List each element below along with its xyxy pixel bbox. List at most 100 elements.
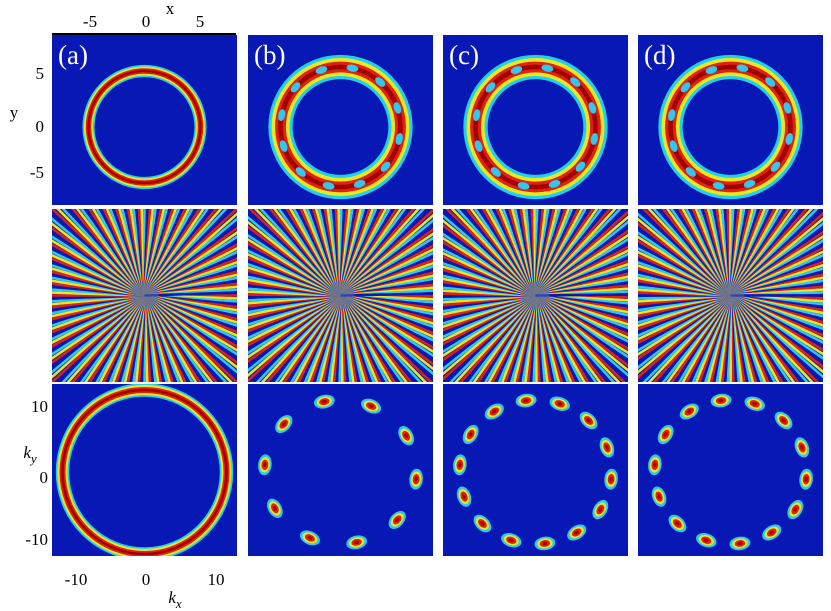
density-blob — [598, 507, 603, 512]
ky-label-main: k — [23, 443, 31, 462]
vortex — [322, 182, 335, 190]
density-blob — [804, 476, 808, 482]
density-blob — [458, 462, 462, 468]
panel-image — [638, 35, 823, 205]
vortex — [680, 82, 691, 93]
vortex — [785, 132, 793, 145]
vortex — [353, 180, 366, 188]
top-axis-label: x — [166, 0, 175, 18]
vortex — [485, 82, 496, 93]
vortex — [705, 66, 718, 74]
density-blob — [395, 517, 400, 523]
panel-image — [248, 209, 433, 382]
panel-image — [248, 35, 433, 205]
density-blob — [354, 540, 360, 544]
ring-band — [87, 69, 202, 185]
vortex — [765, 77, 776, 87]
vortex — [570, 77, 581, 87]
vortex — [279, 140, 288, 152]
density-blob — [263, 462, 267, 468]
tick-label: 5 — [196, 12, 205, 31]
panel-label: (b) — [254, 40, 285, 70]
tick-label: 0 — [142, 12, 151, 31]
vortex — [346, 64, 359, 72]
vortex — [590, 132, 598, 145]
panel-image — [52, 35, 237, 205]
phase-core — [130, 281, 159, 310]
phase-stripe — [144, 291, 237, 297]
density-blob — [557, 402, 563, 406]
tick-label: 5 — [36, 64, 45, 83]
density-blob — [653, 462, 657, 468]
vortex — [783, 102, 792, 114]
vortex — [575, 161, 586, 172]
density-blob — [800, 445, 804, 450]
phase-core — [521, 281, 550, 310]
kx-label-main: k — [168, 588, 176, 607]
density-blob — [675, 521, 680, 526]
ring-band — [668, 64, 793, 190]
phase-stripe — [535, 293, 628, 297]
tick-label: 10 — [31, 397, 48, 416]
ky-label-sub: y — [29, 451, 37, 466]
panel-bg — [248, 384, 433, 556]
density-blob — [508, 538, 514, 542]
phase-stripe — [340, 292, 433, 297]
tick-label: 10 — [208, 570, 225, 589]
vortex — [473, 109, 481, 122]
vortex — [315, 66, 328, 74]
panel-image — [443, 209, 628, 382]
left-axis-label: y — [10, 103, 19, 122]
panel-image — [248, 384, 433, 556]
vortex — [290, 82, 301, 93]
ring-band — [61, 388, 228, 556]
vortex — [375, 77, 386, 87]
vortex — [548, 180, 561, 188]
vortex — [541, 64, 554, 72]
tick-label: 0 — [40, 468, 49, 487]
tick-label: -5 — [30, 163, 44, 182]
vortex — [669, 140, 678, 152]
density-blob — [492, 409, 497, 414]
panel-image — [443, 384, 628, 556]
panel-bg — [638, 384, 823, 556]
vortex — [668, 109, 676, 122]
tick-label: -10 — [25, 530, 48, 549]
density-blob — [609, 476, 613, 482]
tick-label: 0 — [142, 570, 151, 589]
density-blob — [321, 400, 327, 404]
density-blob — [737, 541, 743, 546]
density-blob — [574, 530, 579, 535]
ky-label: ky — [23, 443, 37, 466]
vortex — [278, 109, 286, 122]
phase-core — [716, 281, 745, 310]
density-blob — [273, 506, 277, 511]
vortex — [395, 132, 403, 145]
panel-image — [443, 35, 628, 205]
density-blob — [687, 409, 692, 414]
density-blob — [368, 404, 374, 408]
density-blob — [307, 536, 313, 540]
kx-label: kx — [168, 588, 182, 611]
density-blob — [414, 476, 418, 482]
vortex — [743, 180, 756, 188]
density-blob — [703, 538, 709, 542]
vortex — [712, 182, 725, 190]
density-blob — [752, 402, 758, 406]
density-blob — [657, 494, 661, 499]
tick-label: 0 — [36, 117, 45, 136]
panel-image — [638, 209, 823, 382]
density-blob — [542, 541, 548, 546]
vortex — [685, 167, 696, 177]
panel-image — [52, 209, 237, 382]
density-blob — [793, 507, 798, 512]
density-blob — [404, 433, 408, 438]
panel-label: (d) — [644, 40, 675, 70]
density-blob — [281, 421, 286, 427]
ring-band — [278, 64, 403, 190]
panel-label: (a) — [58, 40, 88, 70]
density-blob — [523, 398, 529, 403]
tick-label: -10 — [65, 570, 88, 589]
vortex — [393, 102, 402, 114]
